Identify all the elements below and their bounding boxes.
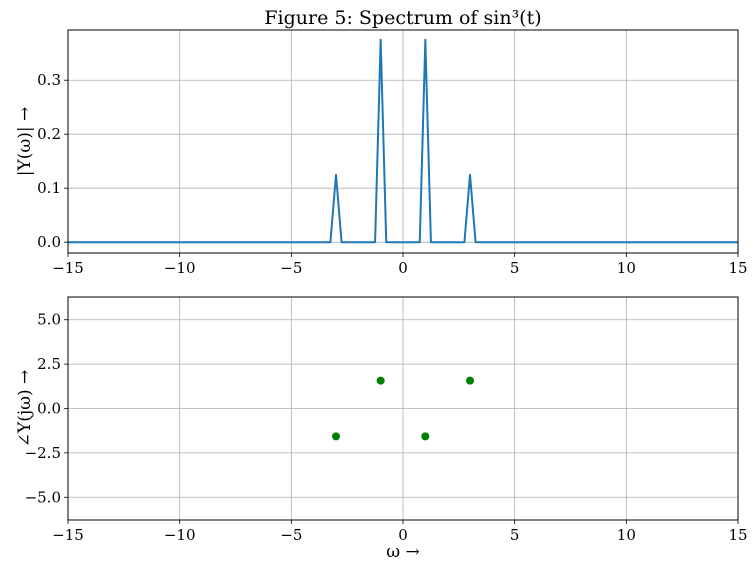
y-tick-label: 0.0 [37,400,61,418]
top-y-axis-label: |Y(ω)| → [15,107,35,176]
y-tick-label: 0.3 [37,71,61,89]
phase-point [466,376,474,385]
y-tick-label: 0.0 [37,233,61,251]
x-tick-label: 5 [510,259,520,277]
x-tick-label: −10 [164,259,196,277]
x-tick-label: 15 [728,526,747,544]
y-tick-label: 0.1 [37,179,61,197]
x-tick-label: 0 [398,526,408,544]
chart-title: Figure 5: Spectrum of sin³(t) [264,7,541,29]
x-tick-label: 0 [398,259,408,277]
x-tick-label: 5 [510,526,520,544]
x-tick-label: 10 [617,259,636,277]
phase-point [332,432,340,441]
phase-point [376,376,385,385]
x-tick-label: −10 [164,526,196,544]
bottom-y-axis-label: ∠Y(jω) → [15,370,35,448]
y-tick-label: −2.5 [25,444,61,462]
x-tick-label: −5 [280,526,302,544]
x-tick-label: −15 [52,526,84,544]
phase-point [421,432,430,441]
x-tick-label: 15 [728,259,747,277]
spectrum-line [68,38,738,244]
x-tick-label: 10 [617,526,636,544]
x-tick-label: −5 [280,259,302,277]
y-tick-label: −5.0 [25,488,61,506]
bottom-panel: −15 −10 −5 0 5 10 15 −5.0 −2.5 0.0 2.5 5.0 ω → ∠Y(j… [15,296,748,562]
y-tick-label: 2.5 [37,355,61,373]
top-panel: −15 −10 −5 0 5 10 15 0.0 0.1 0.2 0.3 Figure 5: Spe… [15,7,748,277]
y-tick-label: 5.0 [37,311,61,329]
x-tick-label: −15 [52,259,84,277]
y-tick-label: 0.2 [37,125,61,143]
bottom-x-axis-label: ω → [386,542,420,562]
